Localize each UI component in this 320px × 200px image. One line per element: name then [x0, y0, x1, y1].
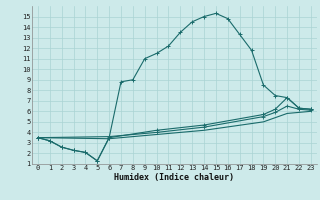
X-axis label: Humidex (Indice chaleur): Humidex (Indice chaleur): [115, 173, 234, 182]
